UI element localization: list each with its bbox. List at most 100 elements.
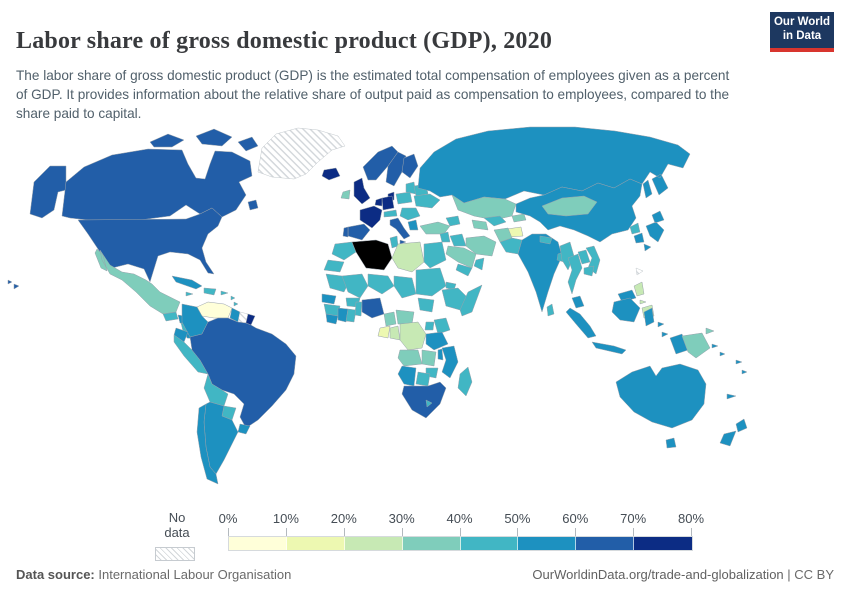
country-somalia[interactable]	[459, 284, 483, 317]
country-greenland[interactable]	[257, 127, 346, 180]
country-oman[interactable]	[473, 257, 485, 271]
country-benelux[interactable]	[374, 197, 383, 207]
country-australia[interactable]	[615, 363, 707, 429]
country-senegal[interactable]	[321, 293, 337, 305]
legend-bin-20-30%[interactable]	[344, 537, 403, 550]
country-tanzania[interactable]	[425, 331, 449, 351]
country-drc[interactable]	[399, 321, 427, 351]
country-sierra-leone-liberia[interactable]	[325, 313, 339, 325]
country-cameroon[interactable]	[383, 311, 397, 327]
country-kenya[interactable]	[433, 317, 451, 335]
country-syria-levant[interactable]	[439, 231, 451, 243]
country-mongolia[interactable]	[541, 195, 598, 217]
country-japan[interactable]	[643, 210, 665, 252]
country-spain[interactable]	[347, 223, 371, 241]
country-guatemala[interactable]	[162, 311, 179, 322]
country-uganda[interactable]	[424, 321, 435, 331]
country-egypt[interactable]	[423, 241, 447, 269]
country-usa[interactable]	[77, 207, 223, 283]
country-uk[interactable]	[353, 177, 371, 205]
country-iraq[interactable]	[449, 233, 467, 247]
country-chad[interactable]	[393, 275, 417, 299]
country-malawi[interactable]	[437, 348, 444, 361]
country-germany[interactable]	[381, 195, 395, 211]
country-cuba[interactable]	[171, 275, 203, 290]
country-nigeria[interactable]	[361, 297, 385, 319]
country-malaysia[interactable]	[571, 289, 637, 309]
legend-bin-10-20%[interactable]	[286, 537, 345, 550]
country-hispaniola[interactable]	[203, 287, 217, 296]
country-taiwan[interactable]	[635, 267, 644, 276]
country-algeria[interactable]	[351, 239, 393, 271]
country-portugal[interactable]	[342, 226, 349, 238]
country-ireland[interactable]	[340, 189, 351, 200]
country-south-africa[interactable]	[401, 381, 447, 419]
country-newfoundland[interactable]	[247, 199, 259, 211]
country-turkmenistan[interactable]	[471, 219, 489, 231]
country-ukraine[interactable]	[413, 193, 441, 209]
country-brazil[interactable]	[189, 317, 297, 429]
country-libya[interactable]	[391, 241, 425, 273]
country-namibia[interactable]	[397, 365, 417, 387]
country-laos[interactable]	[577, 249, 591, 265]
country-mali[interactable]	[341, 273, 369, 299]
country-venezuela[interactable]	[196, 301, 233, 319]
country-hawaii[interactable]	[7, 279, 20, 290]
country-canada[interactable]	[61, 148, 253, 221]
country-iceland[interactable]	[321, 167, 341, 181]
country-poland-czechia[interactable]	[395, 191, 413, 205]
country-congo[interactable]	[389, 325, 401, 341]
owid-logo[interactable]: Our World in Data	[770, 12, 834, 52]
country-botswana[interactable]	[415, 371, 431, 387]
country-iran[interactable]	[465, 235, 497, 257]
country-western-sahara[interactable]	[323, 259, 345, 273]
country-morocco[interactable]	[331, 241, 357, 261]
country-pacific-islands[interactable]	[711, 343, 748, 400]
country-mexico[interactable]	[94, 248, 181, 315]
country-uruguay[interactable]	[237, 423, 251, 435]
country-turkey[interactable]	[419, 221, 451, 235]
country-caucasus[interactable]	[445, 215, 461, 227]
country-papua-new-guinea[interactable]	[681, 327, 715, 359]
country-france[interactable]	[359, 205, 383, 229]
legend-bin-50-60%[interactable]	[518, 537, 577, 550]
country-caribbean-islands[interactable]	[185, 290, 239, 307]
country-ghana[interactable]	[345, 308, 357, 323]
country-central-african-republic[interactable]	[395, 309, 415, 325]
country-angola[interactable]	[397, 349, 423, 367]
country-russia[interactable]	[417, 126, 691, 204]
country-bolivia[interactable]	[203, 373, 229, 407]
country-canada-arctic[interactable]	[149, 128, 259, 152]
country-switzerland-austria[interactable]	[383, 209, 398, 218]
legend-bin-60-70%[interactable]	[576, 537, 635, 550]
no-data-swatch[interactable]	[155, 547, 195, 561]
country-sri-lanka[interactable]	[546, 303, 555, 317]
country-alaska[interactable]	[29, 165, 67, 219]
country-lesotho[interactable]	[425, 399, 433, 408]
country-uzbekistan[interactable]	[483, 215, 507, 227]
country-yemen[interactable]	[455, 263, 473, 277]
country-tasmania[interactable]	[665, 437, 677, 449]
country-gabon[interactable]	[377, 325, 391, 339]
country-finland[interactable]	[401, 153, 419, 179]
owid-url-link[interactable]: OurWorldinData.org/trade-and-globalizati…	[532, 567, 784, 582]
country-north-korea[interactable]	[629, 222, 641, 235]
country-nepal[interactable]	[539, 235, 553, 245]
country-benin-togo[interactable]	[354, 301, 363, 317]
legend-bin-0-10%[interactable]	[229, 537, 287, 550]
country-indonesia[interactable]	[565, 297, 689, 355]
country-mauritania[interactable]	[325, 273, 349, 293]
country-chile[interactable]	[196, 403, 219, 485]
legend-bin-30-40%[interactable]	[402, 537, 461, 550]
country-kazakhstan[interactable]	[451, 194, 517, 221]
country-south-sudan[interactable]	[417, 297, 435, 313]
country-balkans[interactable]	[399, 207, 421, 221]
country-new-zealand[interactable]	[719, 418, 748, 447]
country-india[interactable]	[517, 233, 563, 313]
country-philippines[interactable]	[633, 281, 655, 319]
legend-bin-40-50%[interactable]	[460, 537, 519, 550]
country-ivory-coast[interactable]	[337, 307, 349, 323]
legend-bin-70-80%[interactable]	[634, 537, 692, 550]
country-italy[interactable]	[389, 217, 411, 245]
country-madagascar[interactable]	[457, 366, 473, 397]
